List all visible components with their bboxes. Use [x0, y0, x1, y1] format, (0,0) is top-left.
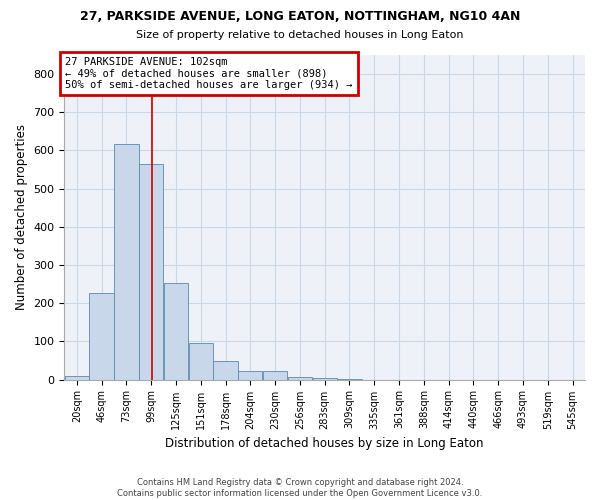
Bar [238, 371, 262, 380]
Bar [188, 344, 213, 380]
Bar [313, 378, 337, 380]
Bar [65, 376, 89, 380]
Bar [288, 376, 312, 380]
Text: 27, PARKSIDE AVENUE, LONG EATON, NOTTINGHAM, NG10 4AN: 27, PARKSIDE AVENUE, LONG EATON, NOTTING… [80, 10, 520, 23]
Bar [263, 371, 287, 380]
Bar [214, 361, 238, 380]
Bar [139, 164, 163, 380]
Bar [337, 379, 362, 380]
Y-axis label: Number of detached properties: Number of detached properties [15, 124, 28, 310]
Bar [89, 292, 114, 380]
Bar [114, 144, 139, 380]
X-axis label: Distribution of detached houses by size in Long Eaton: Distribution of detached houses by size … [166, 437, 484, 450]
Text: Contains HM Land Registry data © Crown copyright and database right 2024.
Contai: Contains HM Land Registry data © Crown c… [118, 478, 482, 498]
Text: Size of property relative to detached houses in Long Eaton: Size of property relative to detached ho… [136, 30, 464, 40]
Text: 27 PARKSIDE AVENUE: 102sqm
← 49% of detached houses are smaller (898)
50% of sem: 27 PARKSIDE AVENUE: 102sqm ← 49% of deta… [65, 57, 353, 90]
Bar [164, 284, 188, 380]
